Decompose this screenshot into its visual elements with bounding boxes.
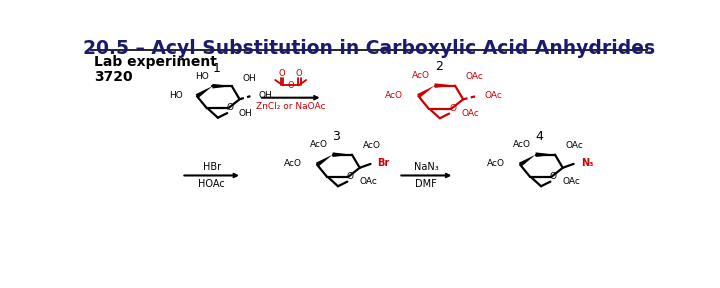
Text: AcO: AcO — [412, 71, 430, 80]
Text: O: O — [227, 103, 234, 112]
Text: HO: HO — [196, 72, 210, 82]
Text: OAc: OAc — [563, 177, 580, 186]
Text: Lab experiment: Lab experiment — [94, 55, 217, 69]
Text: AcO: AcO — [487, 160, 505, 168]
Polygon shape — [333, 152, 352, 157]
Polygon shape — [519, 155, 536, 167]
Text: O: O — [347, 172, 354, 181]
Text: OH: OH — [243, 74, 256, 83]
Text: O: O — [279, 69, 286, 77]
Polygon shape — [417, 86, 435, 98]
Text: O: O — [550, 172, 557, 181]
Text: AcO: AcO — [385, 91, 403, 100]
Text: O: O — [450, 104, 456, 113]
Text: O: O — [296, 69, 302, 77]
Text: OAc: OAc — [566, 141, 584, 150]
Polygon shape — [316, 155, 333, 167]
Polygon shape — [536, 152, 555, 157]
Text: HOAc: HOAc — [198, 179, 225, 189]
Polygon shape — [212, 84, 232, 88]
Text: AcO: AcO — [513, 140, 531, 149]
Text: HBr: HBr — [202, 162, 221, 172]
Text: 20.5 – Acyl Substitution in Carboxylic Acid Anhydrides: 20.5 – Acyl Substitution in Carboxylic A… — [83, 39, 655, 58]
Text: O: O — [287, 81, 294, 90]
Text: NaN₃: NaN₃ — [414, 162, 438, 172]
Text: OAc: OAc — [462, 109, 480, 118]
Text: OH: OH — [238, 109, 252, 118]
Text: AcO: AcO — [363, 141, 381, 150]
Text: HO: HO — [169, 91, 183, 100]
Text: OAc: OAc — [466, 72, 484, 81]
Text: 3720: 3720 — [94, 70, 132, 84]
Text: 4: 4 — [536, 130, 544, 143]
Text: AcO: AcO — [284, 160, 302, 168]
Text: 1: 1 — [212, 62, 220, 75]
Polygon shape — [435, 83, 455, 88]
Text: AcO: AcO — [310, 140, 328, 149]
Polygon shape — [196, 86, 212, 98]
Text: Br: Br — [377, 158, 389, 168]
Text: ZnCl₂ or NaOAc: ZnCl₂ or NaOAc — [256, 103, 325, 111]
Text: DMF: DMF — [415, 179, 437, 189]
Text: 2: 2 — [435, 60, 443, 73]
Text: OAc: OAc — [485, 91, 503, 100]
Text: OAc: OAc — [360, 177, 377, 186]
Text: N₃: N₃ — [581, 158, 594, 168]
Text: 3: 3 — [333, 130, 341, 143]
Text: OH: OH — [258, 91, 272, 100]
